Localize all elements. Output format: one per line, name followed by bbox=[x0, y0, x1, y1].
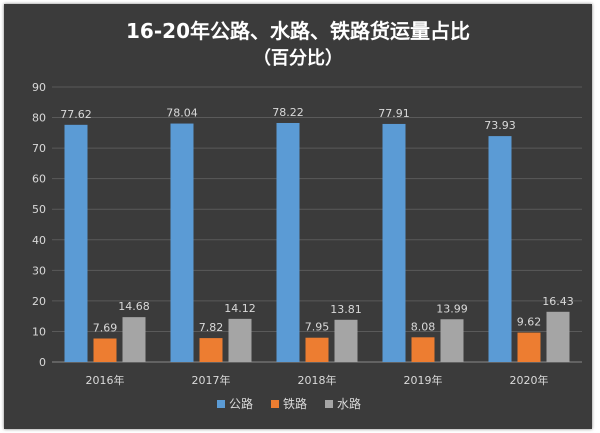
data-label: 8.08 bbox=[411, 320, 436, 333]
bar-水路 bbox=[122, 317, 146, 362]
legend-label: 铁路 bbox=[283, 396, 307, 411]
bar-chart: 16-20年公路、水路、铁路货运量占比 （百分比） 0 10 20 30 40 50 60 7… bbox=[32, 19, 582, 411]
legend-swatch-铁路 bbox=[271, 400, 279, 408]
data-label: 77.91 bbox=[378, 107, 410, 120]
x-tick-label: 2018年 bbox=[298, 373, 337, 387]
y-tick-label: 50 bbox=[32, 203, 46, 216]
chart-subtitle: （百分比） bbox=[253, 48, 343, 69]
bar-铁路 bbox=[199, 338, 223, 362]
x-tick-label: 2020年 bbox=[510, 373, 549, 387]
data-label: 78.04 bbox=[166, 107, 198, 120]
bar-水路 bbox=[228, 318, 252, 362]
data-label: 7.82 bbox=[199, 321, 224, 334]
x-tick-label: 2019年 bbox=[404, 373, 443, 387]
bar-铁路 bbox=[93, 338, 117, 362]
bar-公路 bbox=[488, 136, 512, 362]
data-label: 13.99 bbox=[436, 302, 468, 315]
bars: 77.627.6914.6878.047.8214.1278.227.9513.… bbox=[60, 106, 574, 363]
y-tick-label: 80 bbox=[32, 112, 46, 125]
bar-水路 bbox=[334, 319, 358, 362]
x-axis: 2016年 2017年 2018年 2019年 2020年 bbox=[86, 373, 549, 387]
data-label: 14.12 bbox=[224, 302, 256, 315]
y-tick-label: 30 bbox=[32, 264, 46, 277]
y-tick-label: 0 bbox=[39, 356, 46, 369]
bar-铁路 bbox=[305, 337, 329, 362]
y-tick-label: 40 bbox=[32, 234, 46, 247]
data-label: 14.68 bbox=[118, 300, 150, 313]
data-label: 16.43 bbox=[542, 295, 574, 308]
legend-label: 公路 bbox=[229, 396, 253, 411]
x-tick-label: 2016年 bbox=[86, 373, 125, 387]
bar-公路 bbox=[276, 122, 300, 362]
y-tick-label: 10 bbox=[32, 325, 46, 338]
bar-公路 bbox=[64, 124, 88, 362]
y-tick-label: 70 bbox=[32, 142, 46, 155]
legend: 公路 铁路 水路 bbox=[217, 396, 361, 411]
y-tick-label: 90 bbox=[32, 81, 46, 94]
data-label: 7.95 bbox=[305, 321, 330, 334]
data-label: 73.93 bbox=[484, 119, 516, 132]
legend-swatch-水路 bbox=[325, 400, 333, 408]
data-label: 7.69 bbox=[93, 322, 118, 335]
legend-label: 水路 bbox=[337, 396, 361, 411]
y-tick-label: 20 bbox=[32, 295, 46, 308]
chart-title: 16-20年公路、水路、铁路货运量占比 bbox=[126, 19, 470, 43]
x-tick-label: 2017年 bbox=[192, 373, 231, 387]
bar-水路 bbox=[546, 311, 570, 362]
chart-panel: 16-20年公路、水路、铁路货运量占比 （百分比） 0 10 20 30 40 50 60 7… bbox=[4, 4, 592, 429]
y-axis: 0 10 20 30 40 50 60 70 80 90 bbox=[32, 81, 46, 369]
data-label: 77.62 bbox=[60, 108, 92, 121]
bar-公路 bbox=[382, 123, 406, 362]
bar-水路 bbox=[440, 319, 464, 362]
bar-铁路 bbox=[411, 337, 435, 362]
data-label: 78.22 bbox=[272, 106, 304, 119]
bar-铁路 bbox=[517, 332, 541, 362]
data-label: 9.62 bbox=[517, 316, 542, 329]
bar-公路 bbox=[170, 123, 194, 363]
y-tick-label: 60 bbox=[32, 173, 46, 186]
data-label: 13.81 bbox=[330, 303, 362, 316]
legend-swatch-公路 bbox=[217, 400, 225, 408]
